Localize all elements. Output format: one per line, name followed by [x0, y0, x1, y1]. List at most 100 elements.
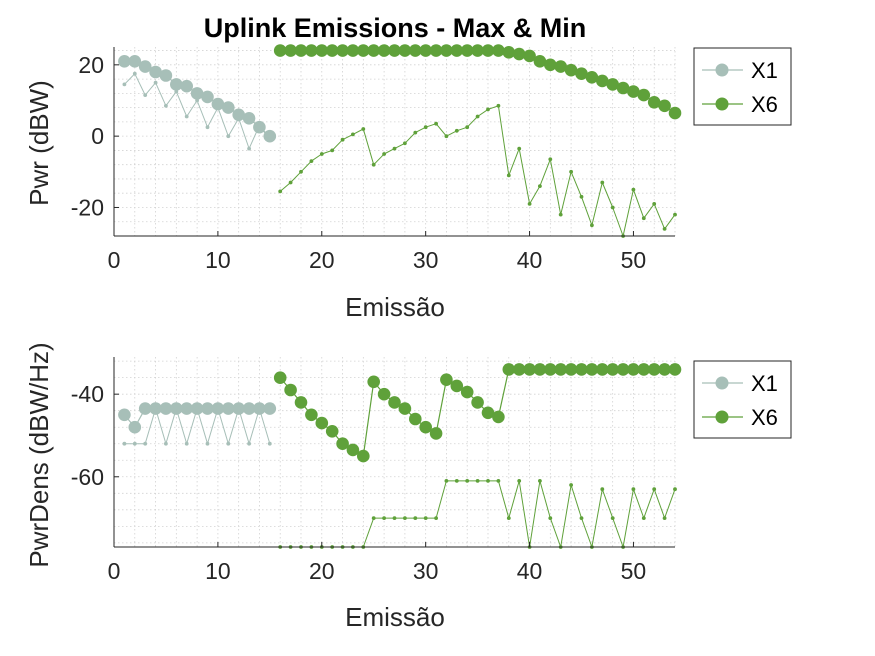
pwr-data-point-x1-max [180, 79, 193, 93]
pwr-data-point-x6-min [517, 146, 522, 151]
pwr-x-axis-label: Emissão [345, 292, 445, 322]
pwrdens-data-point-x6-max [658, 363, 671, 376]
pwrdens-axes: 0 10 20 30 40 50 -60 -40 [71, 357, 675, 584]
pwr-data-point-x6-min [486, 107, 490, 112]
pwr-data-point-x6-min [496, 103, 501, 108]
pwrdens-data-point-x6-min [673, 487, 677, 492]
pwr-data-point-x1-max [211, 97, 225, 111]
pwrdens-data-point-x6-max [533, 363, 547, 376]
pwrdens-legend: X1 X6 [693, 360, 792, 439]
pwrdens-data-point-x6-max [284, 383, 297, 397]
pwrdens-data-point-x1-min [122, 441, 127, 446]
pwr-data-point-x6-max [481, 44, 495, 57]
pwr-data-point-x6-min [662, 227, 667, 231]
pwrdens-x-tick-label: 10 [205, 558, 231, 584]
pwr-data-point-x6-max [502, 46, 516, 59]
pwr-data-point-x6-min [299, 169, 303, 174]
pwrdens-data-point-x1-min [267, 441, 272, 446]
pwr-data-point-x6-max [294, 44, 308, 57]
pwr-data-point-x6-max [533, 55, 547, 68]
pwrdens-x-tick-label: 0 [108, 558, 121, 584]
pwrdens-data-point-x6-max [315, 416, 329, 430]
pwr-data-point-x6-min [558, 212, 563, 217]
pwrdens-y-tick-label: -40 [71, 381, 104, 407]
pwr-y-tick-label: 20 [78, 52, 104, 78]
pwrdens-x-tick-label: 40 [517, 558, 543, 584]
pwr-data-point-x6-max [616, 81, 630, 95]
pwr-y-tick-label: -20 [71, 194, 104, 220]
pwrdens-data-point-x6-min [662, 516, 667, 520]
pwrdens-data-point-x6-min [465, 479, 470, 483]
pwrdens-data-point-x1-max [180, 402, 193, 415]
pwr-legend: X1 X6 [693, 47, 792, 126]
pwrdens-data-point-x6-max [325, 425, 339, 438]
pwrdens-data-point-x6-max [596, 363, 609, 376]
pwrdens-data-point-x1-max [201, 402, 214, 415]
pwrdens-data-point-x1-max [118, 408, 131, 422]
pwr-data-point-x6-min [600, 180, 605, 185]
pwrdens-minor-grid [113, 357, 676, 547]
pwr-data-point-x1-min [184, 114, 189, 119]
pwrdens-data-point-x1-max [128, 420, 142, 434]
pwr-data-point-x1-max [170, 78, 183, 91]
pwrdens-data-point-x6-max [273, 371, 287, 385]
pwrdens-legend-x1-marker [715, 376, 729, 390]
pwrdens-y-tick-label: -60 [71, 464, 104, 490]
pwr-data-point-x1-max [159, 69, 173, 82]
pwrdens-data-point-x6-min [600, 487, 605, 492]
pwrdens-data-point-x6-max [336, 437, 349, 451]
pwr-data-point-x6-max [460, 44, 474, 57]
pwrdens-data-point-x6-min [423, 516, 428, 520]
pwr-data-point-x6-max [419, 44, 433, 57]
pwr-data-point-x6-max [668, 106, 682, 120]
pwr-data-point-x1-min [143, 93, 148, 97]
pwrdens-x-axis-label: Emissão [345, 602, 445, 632]
pwr-legend-x1-marker [715, 63, 729, 77]
pwr-data-point-x6-max [658, 99, 671, 113]
pwrdens-data-point-x6-min [444, 479, 449, 483]
pwr-x-tick-label: 10 [205, 247, 231, 273]
pwr-data-point-x6-max [336, 44, 349, 57]
pwr-data-point-x6-max [450, 44, 464, 57]
pwrdens-data-point-x6-max [294, 396, 308, 409]
pwr-data-point-x6-min [444, 134, 449, 139]
pwrdens-data-point-x6-max [502, 363, 516, 376]
pwr-data-point-x6-min [538, 184, 542, 189]
pwr-data-point-x6-min [475, 114, 480, 119]
pwr-data-point-x6-min [340, 137, 345, 142]
pwr-data-point-x1-max [242, 112, 256, 125]
pwrdens-data-point-x1-min [216, 406, 220, 411]
pwrdens-data-point-x6-max [450, 379, 464, 393]
chart-title: Uplink Emissions - Max & Min [204, 13, 587, 43]
pwr-data-point-x1-max [222, 101, 235, 114]
pwrdens-data-point-x6-max [512, 363, 526, 376]
pwr-data-point-x6-max [512, 47, 526, 61]
pwrdens-plot: 0 10 20 30 40 50 -60 -40 Emissão PwrDens (dBW/H… [24, 342, 792, 632]
pwrdens-data-point-x6-max [564, 363, 578, 376]
pwrdens-data-point-x6-max [460, 385, 474, 399]
pwrdens-data-point-x6-max [668, 363, 682, 376]
pwrdens-data-point-x6-max [357, 449, 370, 463]
pwrdens-data-point-x1-min [226, 441, 231, 446]
pwrdens-data-point-x6-max [367, 375, 381, 389]
pwr-data-point-x6-min [309, 159, 314, 164]
pwr-data-point-x6-max [471, 44, 484, 57]
pwrdens-data-point-x6-max [554, 363, 567, 376]
pwrdens-plot-area [114, 357, 675, 547]
pwrdens-data-point-x6-max [398, 402, 412, 415]
pwr-data-point-x6-max [647, 96, 661, 109]
pwr-data-point-x6-max [575, 67, 588, 80]
pwr-data-point-x1-max [149, 65, 162, 79]
pwrdens-x-tick-label: 30 [413, 558, 439, 584]
pwr-data-point-x6-max [409, 44, 422, 57]
pwrdens-data-point-x1-max [263, 402, 277, 415]
pwrdens-data-point-x6-min [382, 516, 386, 520]
pwrdens-data-point-x6-max [346, 443, 360, 457]
pwr-data-point-x1-max [138, 60, 152, 73]
pwrdens-data-point-x6-min [631, 487, 636, 492]
pwrdens-data-point-x6-min [652, 487, 657, 492]
pwrdens-data-point-x6-max [492, 410, 505, 424]
pwr-data-point-x1-max [118, 55, 131, 68]
pwr-series [118, 44, 682, 238]
